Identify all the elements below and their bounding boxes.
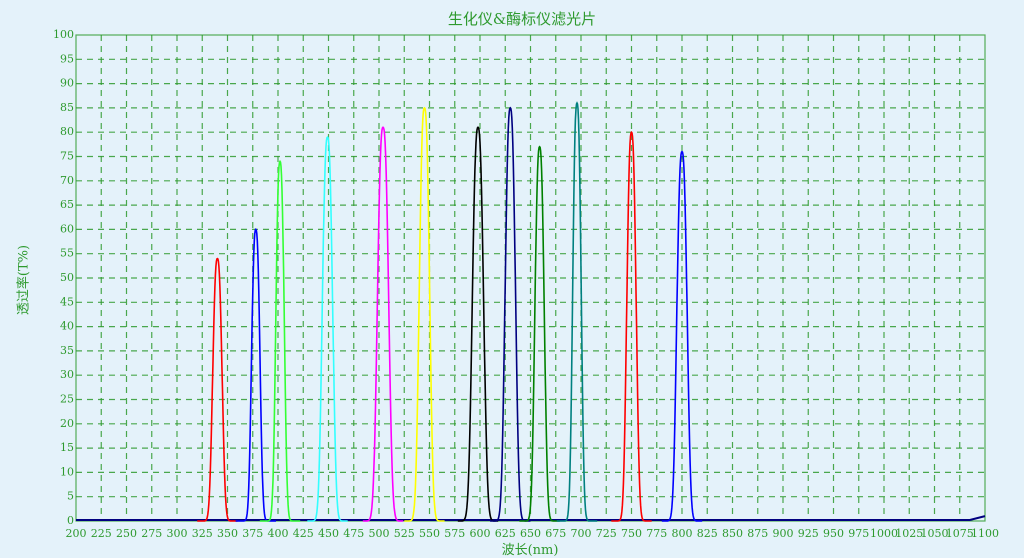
x-tick-label: 1000: [870, 527, 898, 540]
x-tick-label: 900: [773, 527, 794, 540]
x-tick-label: 575: [444, 527, 465, 540]
x-tick-label: 350: [217, 527, 238, 540]
x-tick-label: 875: [747, 527, 768, 540]
x-tick-label: 1100: [971, 527, 999, 540]
y-tick-label: 55: [60, 247, 74, 260]
x-tick-label: 825: [697, 527, 718, 540]
filter-series-696: [556, 101, 598, 522]
chart-title: 生化仪&酶标仪滤光片: [447, 10, 597, 28]
baseline-series: [76, 515, 986, 522]
y-tick-label: 25: [60, 393, 74, 406]
x-tick-label: 300: [167, 527, 188, 540]
y-tick-label: 90: [60, 77, 74, 90]
x-tick-label: 200: [66, 527, 87, 540]
x-tick-label: 450: [318, 527, 339, 540]
x-tick-label: 975: [848, 527, 869, 540]
x-tick-label: 800: [672, 527, 693, 540]
x-tick-label: 225: [91, 527, 112, 540]
y-tick-label: 15: [60, 441, 74, 454]
filter-series-750: [611, 130, 652, 522]
x-tick-label: 525: [394, 527, 415, 540]
x-tick-label: 700: [571, 527, 592, 540]
y-tick-label: 30: [60, 368, 74, 381]
x-tick-label: 1075: [946, 527, 974, 540]
filter-series-598: [457, 126, 499, 522]
x-tick-label: 775: [646, 527, 667, 540]
filter-series-504: [362, 126, 404, 522]
y-tick-label: 80: [60, 125, 74, 138]
y-tick-label: 95: [60, 52, 74, 65]
x-tick-label: 475: [343, 527, 364, 540]
x-tick-label: 1025: [895, 527, 923, 540]
x-tick-label: 1050: [921, 527, 949, 540]
filter-series-630: [490, 106, 531, 522]
filter-series-402: [259, 159, 301, 522]
filter-series-659: [519, 145, 560, 522]
y-tick-label: 60: [60, 222, 74, 235]
x-tick-label: 725: [596, 527, 617, 540]
y-tick-label: 65: [60, 198, 74, 211]
y-tick-label: 0: [67, 514, 74, 527]
x-tick-label: 850: [722, 527, 743, 540]
x-tick-label: 650: [520, 527, 541, 540]
filter-series-449: [307, 135, 348, 522]
y-tick-label: 45: [60, 295, 74, 308]
x-tick-label: 275: [141, 527, 162, 540]
x-tick-label: 425: [293, 527, 314, 540]
x-axis-label: 波长(nm): [501, 543, 559, 558]
x-tick-label: 675: [545, 527, 566, 540]
x-tick-label: 925: [798, 527, 819, 540]
y-tick-label: 40: [60, 320, 74, 333]
y-tick-label: 5: [67, 490, 74, 503]
x-tick-label: 550: [419, 527, 440, 540]
x-tick-label: 600: [470, 527, 491, 540]
x-tick-label: 250: [116, 527, 137, 540]
y-tick-label: 70: [60, 174, 74, 187]
x-tick-label: 325: [192, 527, 213, 540]
y-tick-label: 10: [60, 465, 74, 478]
filter-series-800: [661, 150, 703, 522]
x-tick-label: 625: [495, 527, 516, 540]
y-tick-label: 85: [60, 101, 74, 114]
filter-series-545: [404, 106, 445, 522]
x-tick-label: 500: [369, 527, 390, 540]
x-tick-label: 750: [621, 527, 642, 540]
x-tick-label: 375: [242, 527, 263, 540]
filter-series-340: [197, 257, 238, 522]
y-tick-label: 50: [60, 271, 74, 284]
y-tick-label: 35: [60, 344, 74, 357]
x-tick-label: 400: [268, 527, 289, 540]
y-tick-label: 75: [60, 150, 74, 163]
x-tick-label: 950: [823, 527, 844, 540]
y-tick-label: 20: [60, 417, 74, 430]
y-tick-label: 100: [53, 28, 74, 41]
